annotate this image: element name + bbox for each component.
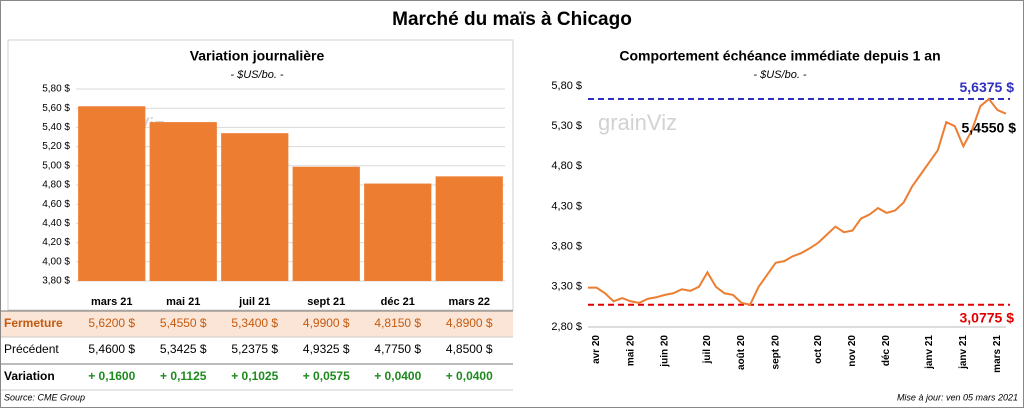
chart-title: Comportement échéance immédiate depuis 1… (619, 48, 940, 64)
table-cell: + 0,1600 (88, 369, 135, 383)
y-tick-label: 5,20 $ (42, 141, 70, 152)
table-cell: + 0,0400 (374, 369, 421, 383)
y-tick-label: 4,00 $ (42, 256, 70, 267)
bar (78, 106, 146, 281)
x-tick-label: août 20 (736, 335, 747, 370)
chart-title: Variation journalière (190, 48, 325, 64)
chart-subtitle: - $US/bo. - (230, 69, 284, 81)
line (588, 97, 1007, 306)
x-tick-label: mars 21 (91, 296, 133, 308)
reference-label: 5,6375 $ (960, 79, 1015, 95)
x-tick-label: sept 20 (770, 335, 781, 370)
y-tick-label: 4,80 $ (42, 180, 70, 191)
y-tick-label: 4,30 $ (551, 200, 582, 212)
bar (221, 133, 289, 281)
table-row-label: Précédent (4, 342, 59, 356)
watermark: grainViz (598, 110, 677, 135)
table-cell: + 0,0575 (303, 369, 350, 383)
table-cell: 5,3400 $ (231, 316, 278, 330)
table-cell: 4,8150 $ (374, 316, 421, 330)
x-tick-label: déc 20 (881, 335, 892, 367)
y-tick-label: 4,60 $ (42, 199, 70, 210)
x-tick-label: mai 21 (166, 296, 200, 308)
reference-label: 3,0775 $ (960, 309, 1015, 325)
source: Source: CME Group (4, 392, 85, 402)
table-cell: 4,9900 $ (303, 316, 350, 330)
y-tick-label: 5,00 $ (42, 160, 70, 171)
y-tick-label: 2,80 $ (551, 321, 582, 333)
table-cell: 4,8900 $ (446, 316, 493, 330)
table-cell: + 0,1125 (160, 369, 207, 383)
x-tick-label: mars 21 (992, 335, 1003, 373)
table-row-bg (1, 311, 513, 337)
x-tick-label: oct 20 (813, 335, 824, 364)
y-tick-label: 5,80 $ (42, 84, 70, 95)
x-tick-label: juin 20 (659, 335, 670, 368)
x-tick-label: sept 21 (307, 296, 345, 308)
x-tick-label: mai 20 (625, 335, 636, 367)
x-tick-label: nov 20 (847, 335, 858, 367)
x-tick-label: juil 21 (238, 296, 270, 308)
end-label: 5,4550 $ (962, 119, 1017, 135)
x-tick-label: juil 20 (702, 335, 713, 365)
table-row-label: Variation (4, 369, 55, 383)
left-panel (7, 39, 514, 311)
table-cell: 4,9325 $ (303, 342, 350, 356)
bar (149, 122, 217, 282)
y-tick-label: 4,20 $ (42, 237, 70, 248)
table-cell: 4,8500 $ (446, 342, 493, 356)
bar (292, 166, 360, 281)
bar (364, 183, 432, 281)
table-cell: 5,3425 $ (160, 342, 207, 356)
x-tick-label: mars 22 (448, 296, 490, 308)
table-cell: + 0,1025 (231, 369, 278, 383)
table-cell: + 0,0400 (446, 369, 493, 383)
y-tick-label: 4,80 $ (551, 160, 582, 172)
bar (435, 176, 503, 281)
y-tick-label: 3,30 $ (551, 281, 582, 293)
x-tick-label: avr 20 (591, 335, 602, 364)
chart-subtitle: - $US/bo. - (753, 69, 807, 81)
table-cell: 5,6200 $ (88, 316, 135, 330)
table-row-label: Fermeture (4, 316, 63, 330)
y-tick-label: 3,80 $ (551, 241, 582, 253)
y-tick-label: 3,80 $ (42, 276, 70, 287)
page-title: Marché du maïs à Chicago (392, 9, 632, 30)
y-tick-label: 5,30 $ (551, 120, 582, 132)
table-cell: 5,4550 $ (160, 316, 207, 330)
y-tick-label: 5,40 $ (42, 122, 70, 133)
x-tick-label: déc 21 (381, 296, 415, 308)
x-tick-label: janv 21 (958, 335, 969, 370)
table-cell: 4,7750 $ (374, 342, 421, 356)
y-tick-label: 5,60 $ (42, 103, 70, 114)
table-cell: 5,2375 $ (231, 342, 278, 356)
y-tick-label: 4,40 $ (42, 218, 70, 229)
table-cell: 5,4600 $ (88, 342, 135, 356)
y-tick-label: 5,80 $ (551, 80, 582, 92)
updated: Mise à jour: ven 05 mars 2021 (897, 392, 1018, 402)
x-tick-label: janv 21 (924, 335, 935, 370)
